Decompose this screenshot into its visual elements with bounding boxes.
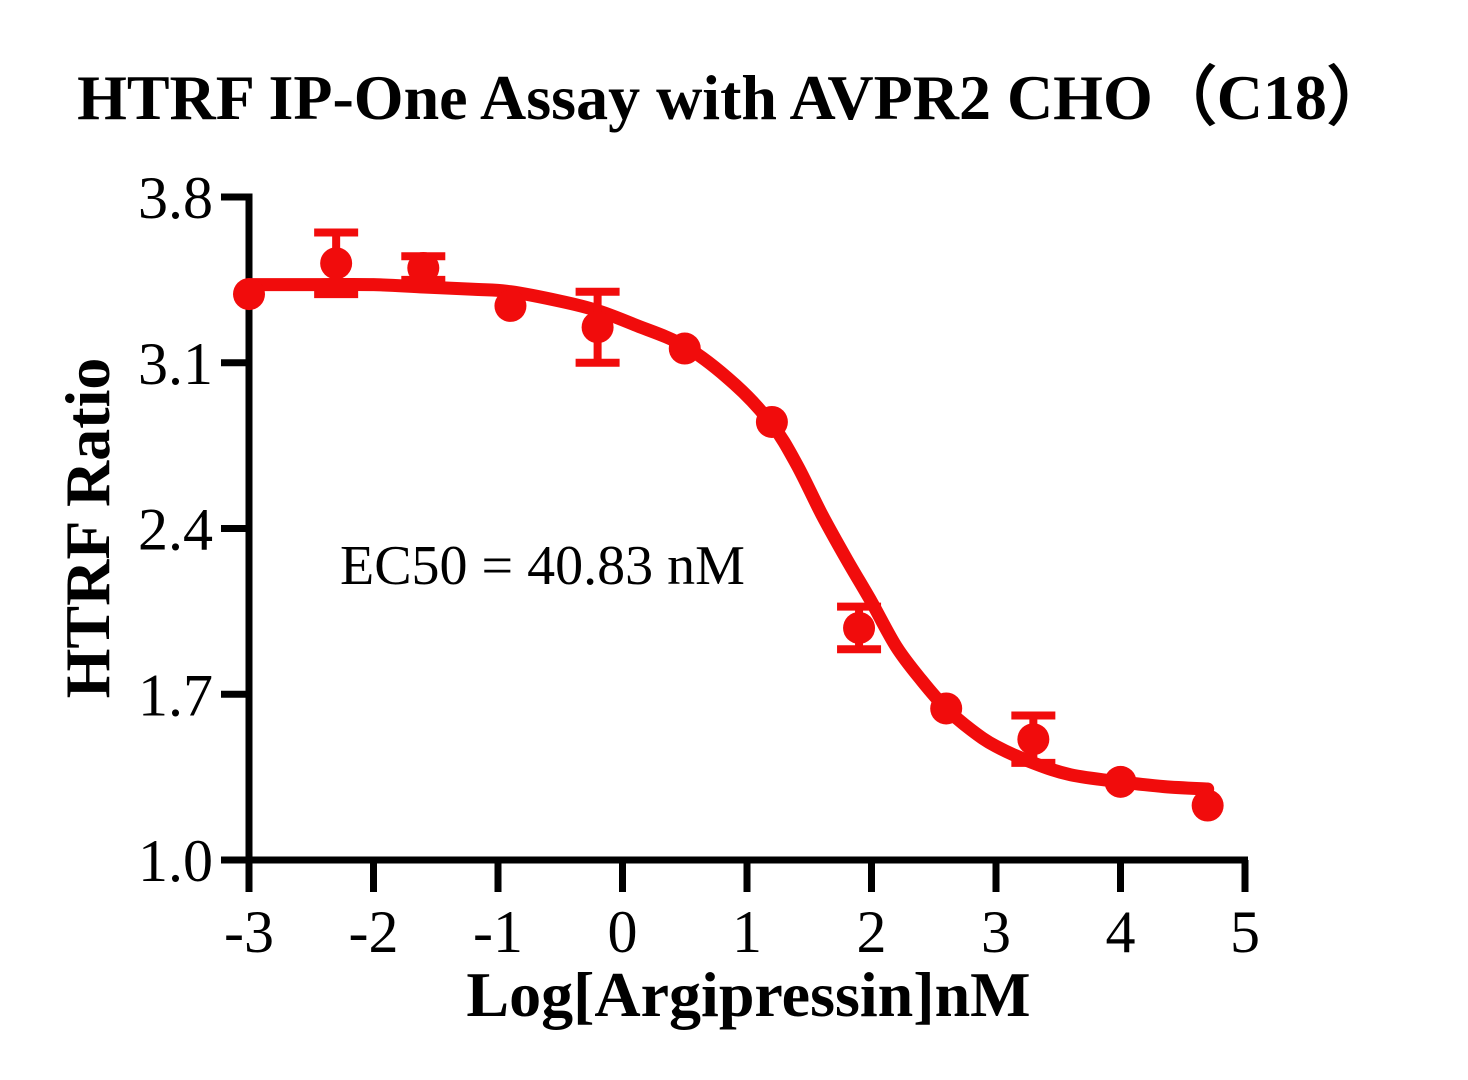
ec50-annotation: EC50 = 40.83 nM [340,535,745,597]
y-tick-label: 1.7 [138,662,213,728]
data-point [1017,723,1050,756]
data-point [930,692,963,725]
x-tick-label: 5 [1230,899,1260,965]
data-point [668,332,701,365]
x-tick-label: 0 [608,899,638,965]
y-tick-label: 2.4 [138,497,213,563]
data-point [1104,765,1137,798]
x-tick-label: 2 [857,899,887,965]
x-axis-title: Log[Argipressin]nM [466,959,1031,1030]
data-point [843,611,876,644]
x-tick-label: -1 [473,899,523,965]
y-tick-label: 3.8 [138,165,213,231]
y-tick-label: 3.1 [138,331,213,397]
y-tick-label: 1.0 [138,828,213,894]
data-point [320,247,353,280]
data-point [755,405,788,438]
axis-frame [245,193,1248,864]
data-point [581,311,614,344]
x-tick-label: 3 [981,899,1011,965]
chart-title: HTRF IP-One Assay with AVPR2 CHO（C18） [77,62,1391,133]
data-point [494,289,527,322]
data-point [1191,789,1224,822]
x-tick-label: 1 [732,899,762,965]
data-point [233,278,265,311]
x-tick-label: -3 [224,899,274,965]
x-tick-label: 4 [1106,899,1136,965]
x-tick-label: -2 [349,899,399,965]
data-point [407,252,440,285]
